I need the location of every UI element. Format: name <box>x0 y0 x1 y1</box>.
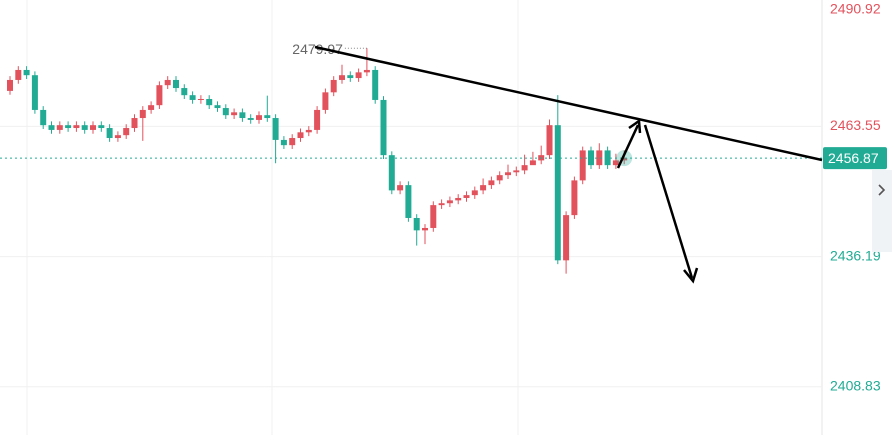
candle-body <box>563 215 570 261</box>
trend-line <box>314 45 823 162</box>
candle-body <box>189 95 196 100</box>
candle-body <box>90 125 96 130</box>
candle-body <box>40 109 47 126</box>
candle-body <box>106 128 113 139</box>
candle-body <box>297 132 304 139</box>
candle-body <box>65 125 72 129</box>
candle-body <box>181 88 188 96</box>
candle-body <box>7 79 13 91</box>
arrow-up <box>616 124 640 169</box>
candle-body <box>521 165 528 171</box>
candle-body <box>430 205 437 228</box>
candle-body <box>31 75 38 110</box>
candle-body <box>513 170 520 173</box>
candle-body <box>239 112 246 119</box>
candle-body <box>206 98 213 106</box>
candle-body <box>156 85 163 106</box>
candle-body <box>455 197 462 201</box>
candle-body <box>372 69 379 100</box>
candle-body <box>355 72 362 79</box>
candle-body <box>463 195 470 198</box>
candle-body <box>73 125 80 129</box>
candle-body <box>471 190 478 196</box>
max-marker-label: 2479.97 <box>292 41 343 57</box>
candle-body <box>214 105 221 109</box>
candle-body <box>322 92 329 110</box>
candle-body <box>314 109 321 130</box>
candle-body <box>56 125 63 130</box>
candle-body <box>15 69 22 80</box>
candle-body <box>139 109 146 119</box>
candle-body <box>222 108 229 116</box>
arrow-head <box>683 267 699 284</box>
candle-body <box>579 150 586 181</box>
candle-body <box>280 139 287 146</box>
candle-body <box>264 115 271 119</box>
candle-body <box>347 75 354 79</box>
y-tick-label: 2436.19 <box>830 247 881 263</box>
candle-body <box>81 125 88 130</box>
candle-body <box>98 125 105 129</box>
arrow-down <box>643 124 694 279</box>
arrow-head <box>628 118 642 134</box>
candle-body <box>231 112 238 116</box>
candle-body <box>330 79 337 93</box>
side-tab[interactable] <box>872 170 892 252</box>
candle-body <box>305 129 312 133</box>
candle-body <box>23 69 30 76</box>
candle-body <box>289 138 296 146</box>
candle-body <box>397 185 404 191</box>
last-price-label: 2456.87 <box>828 150 879 166</box>
candles: 2479.97 <box>0 41 822 274</box>
candle-body <box>131 118 138 129</box>
y-tick-label: 2490.92 <box>830 1 881 17</box>
candle-body <box>546 125 553 156</box>
candle-body <box>571 180 578 216</box>
candle-body <box>388 155 395 191</box>
candle-body <box>272 118 279 140</box>
candle-body <box>488 180 495 186</box>
chevron[interactable] <box>878 184 886 196</box>
candle-body <box>123 128 130 136</box>
candle-body <box>529 160 536 166</box>
candle-body <box>380 99 387 156</box>
candle-body <box>173 79 179 89</box>
candle-body <box>554 125 561 261</box>
candle-body <box>148 105 155 110</box>
candle-body <box>247 118 254 120</box>
candle-body <box>438 203 445 206</box>
candle-body <box>48 125 55 130</box>
candle-body <box>256 115 262 120</box>
candle-body <box>363 69 370 73</box>
candle-body <box>413 217 420 231</box>
candle-body <box>505 172 511 176</box>
candle-body <box>480 185 487 191</box>
drawings <box>314 45 823 284</box>
candle-body <box>164 79 171 86</box>
price-axis: 2490.92 2463.55 2436.19 2408.83 2456.87 <box>823 1 887 393</box>
candle-body <box>405 185 412 218</box>
candle-body <box>339 75 345 80</box>
candle-body <box>604 150 611 166</box>
candle-body <box>496 175 503 181</box>
candle-body <box>114 135 121 139</box>
y-tick-label: 2463.55 <box>830 117 881 133</box>
candle-body <box>446 200 453 204</box>
candle-body <box>612 160 619 166</box>
y-tick-label: 2408.83 <box>830 377 881 393</box>
candle-body <box>422 227 428 231</box>
candle-body <box>197 98 204 100</box>
candle-body <box>596 150 603 166</box>
last-price-box <box>823 147 887 170</box>
candle-body <box>621 158 628 161</box>
